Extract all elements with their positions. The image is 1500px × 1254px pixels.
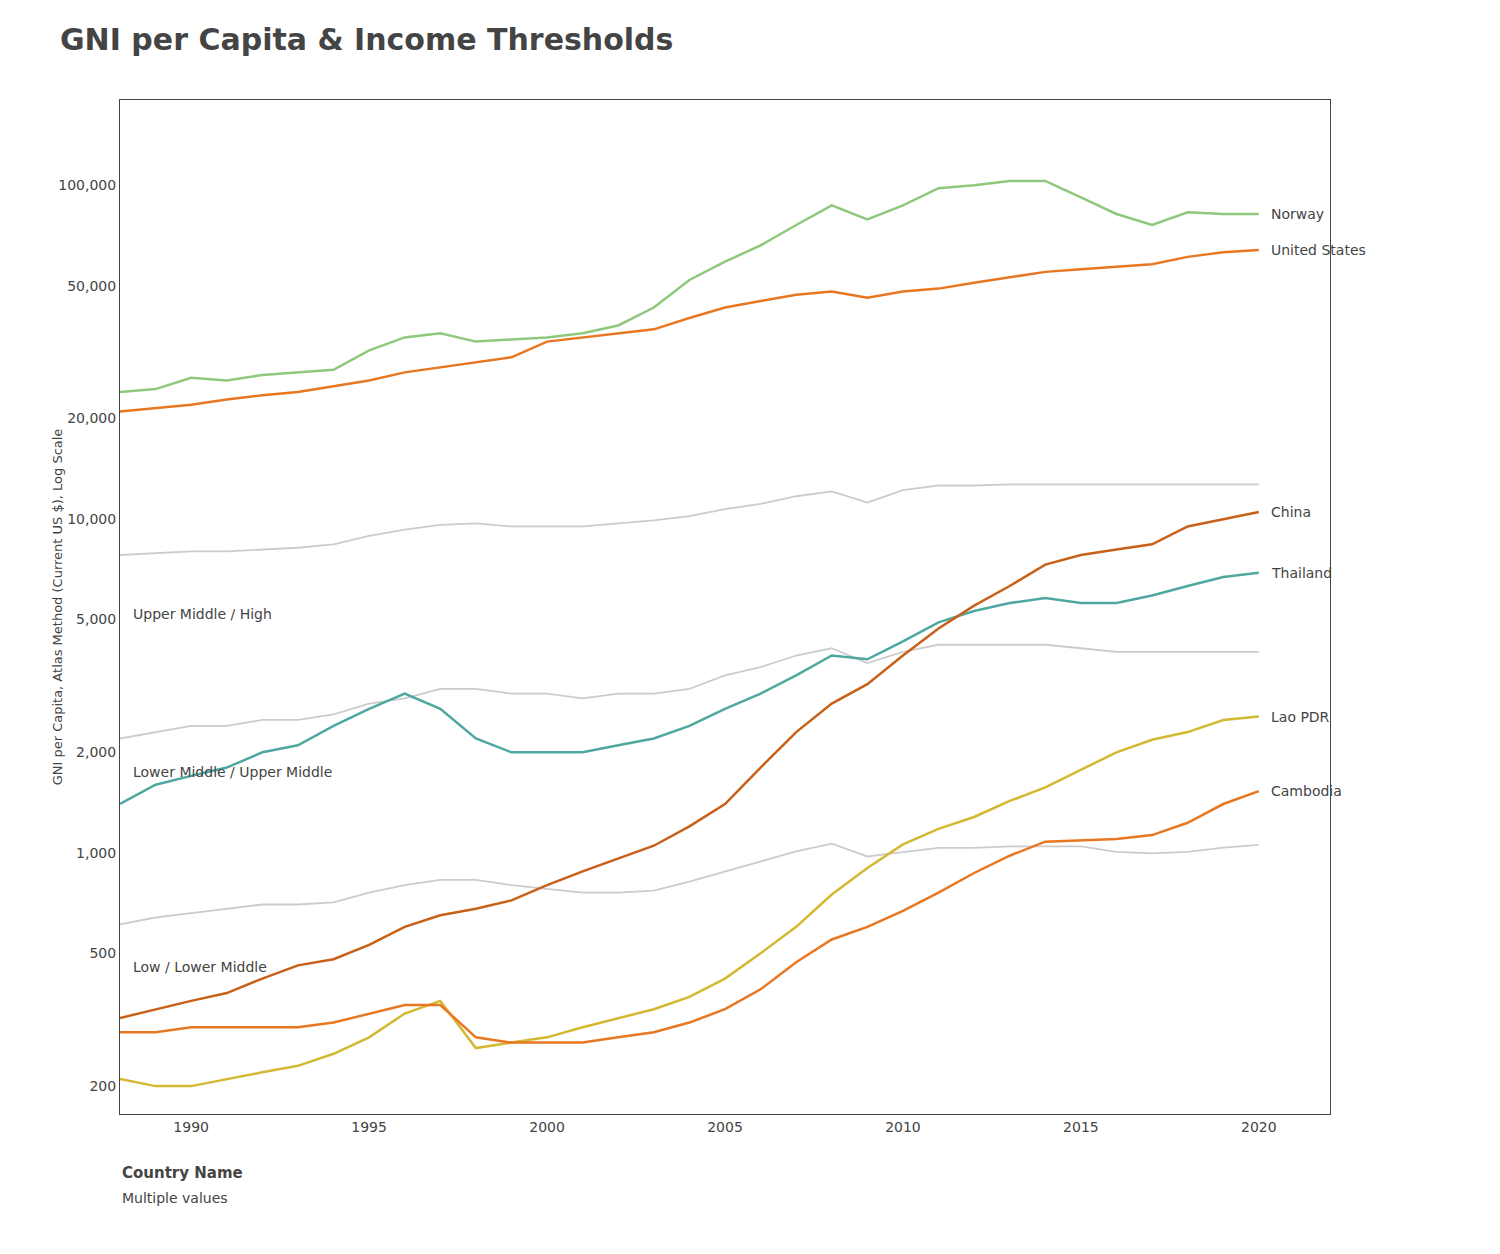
svg-text:1,000: 1,000 <box>76 845 116 861</box>
svg-text:United States: United States <box>1271 242 1366 258</box>
svg-text:Country Name: Country Name <box>122 1164 243 1182</box>
svg-text:100,000: 100,000 <box>58 177 116 193</box>
svg-text:200: 200 <box>89 1078 116 1094</box>
svg-text:1990: 1990 <box>173 1119 209 1135</box>
svg-text:Norway: Norway <box>1271 206 1324 222</box>
svg-text:500: 500 <box>89 945 116 961</box>
svg-text:GNI per Capita & Income Thresh: GNI per Capita & Income Thresholds <box>60 22 673 57</box>
svg-text:Cambodia: Cambodia <box>1271 783 1342 799</box>
svg-text:2020: 2020 <box>1241 1119 1277 1135</box>
svg-text:Lao PDR: Lao PDR <box>1271 709 1330 725</box>
svg-text:Low / Lower Middle: Low / Lower Middle <box>133 959 267 975</box>
svg-text:5,000: 5,000 <box>76 611 116 627</box>
svg-text:Lower Middle / Upper Middle: Lower Middle / Upper Middle <box>133 764 332 780</box>
svg-text:2,000: 2,000 <box>76 744 116 760</box>
svg-text:50,000: 50,000 <box>67 278 116 294</box>
svg-text:1995: 1995 <box>351 1119 387 1135</box>
svg-text:2010: 2010 <box>885 1119 921 1135</box>
svg-text:Upper Middle / High: Upper Middle / High <box>133 606 272 622</box>
svg-text:2000: 2000 <box>529 1119 565 1135</box>
svg-text:20,000: 20,000 <box>67 410 116 426</box>
svg-text:China: China <box>1271 504 1311 520</box>
svg-text:GNI per Capita, Atlas Method (: GNI per Capita, Atlas Method (Current US… <box>50 429 65 786</box>
svg-text:2005: 2005 <box>707 1119 743 1135</box>
svg-text:10,000: 10,000 <box>67 511 116 527</box>
svg-text:2015: 2015 <box>1063 1119 1099 1135</box>
svg-text:Multiple values: Multiple values <box>122 1190 228 1206</box>
svg-text:Thailand: Thailand <box>1271 565 1332 581</box>
